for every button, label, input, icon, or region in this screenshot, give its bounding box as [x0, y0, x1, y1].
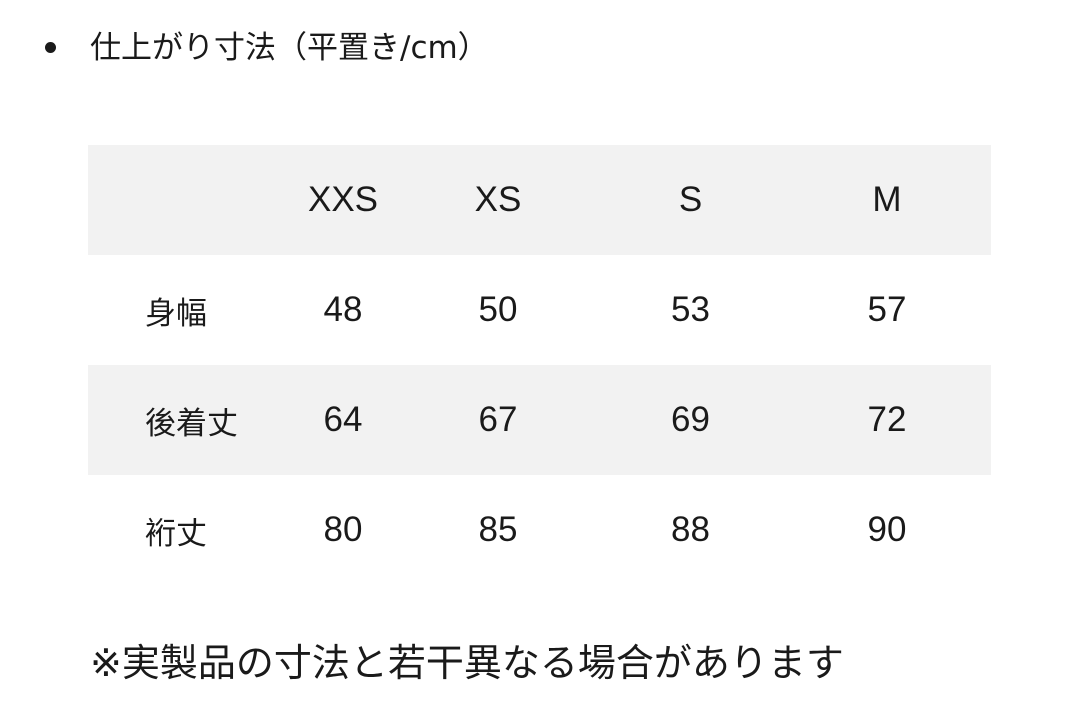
cell: 72: [783, 365, 991, 475]
cell: 67: [398, 365, 598, 475]
row-label: 身幅: [145, 295, 207, 332]
size-table: XXS XS S M 身幅 48 50 53 57 後着丈 64 67 69 7…: [88, 145, 991, 585]
cell: 88: [671, 510, 710, 549]
disclaimer-note: ※実製品の寸法と若干異なる場合があります: [90, 641, 844, 685]
bullet-icon: [45, 42, 56, 53]
cell: 50: [478, 290, 518, 329]
table-header-row: XXS XS S M: [88, 145, 991, 255]
table-row: 後着丈 64 67 69 72: [88, 365, 991, 475]
table-row: 裄丈 80 85 88 90: [88, 475, 991, 585]
cell: 69: [598, 365, 783, 475]
cell: 90: [867, 510, 907, 549]
header-cell: [88, 145, 288, 255]
row-label: 後着丈: [88, 365, 288, 475]
header-cell-xxs: XXS: [288, 145, 398, 255]
cell: 53: [671, 290, 710, 329]
row-label: 裄丈: [145, 515, 207, 552]
cell: 57: [867, 290, 907, 329]
cell: 64: [288, 365, 398, 475]
header-cell-m: M: [783, 145, 991, 255]
header-cell-xs: XS: [398, 145, 598, 255]
cell: 80: [323, 510, 363, 549]
table-row: 身幅 48 50 53 57: [88, 255, 991, 365]
header-cell-s: S: [598, 145, 783, 255]
section-heading: 仕上がり寸法（平置き/cm）: [90, 30, 489, 66]
cell: 48: [323, 290, 363, 329]
cell: 85: [478, 510, 518, 549]
